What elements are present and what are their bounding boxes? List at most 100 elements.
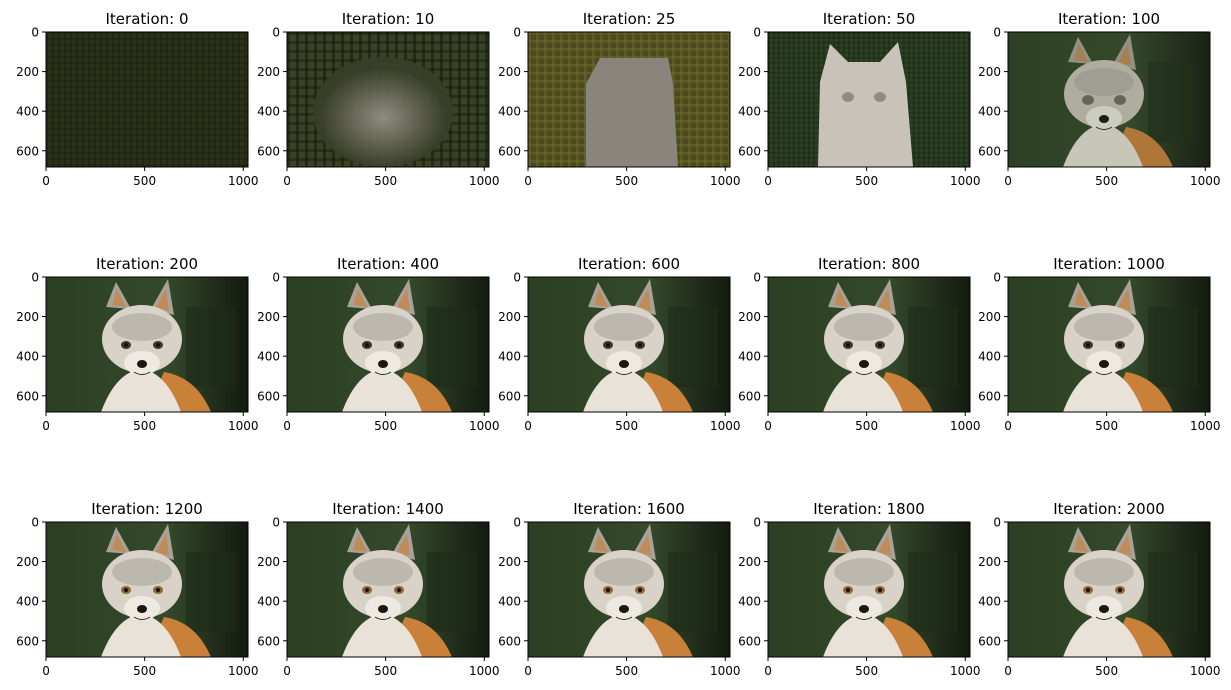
y-tick-label: 600 [978, 634, 1001, 648]
panel-title: Iteration: 1200 [91, 500, 203, 518]
y-tick-label: 400 [498, 105, 521, 119]
y-tick-label: 200 [16, 555, 39, 569]
x-tick-label: 0 [283, 664, 291, 678]
axes-frame [286, 521, 490, 658]
y-tick-label: 400 [16, 105, 39, 119]
panel-image [1008, 32, 1210, 167]
panel: Iteration: 1200 0 200 400 600 0 500 1000 [16, 500, 258, 678]
y-tick-label: 200 [498, 310, 521, 324]
x-tick-label: 0 [1004, 174, 1012, 188]
panel-image [287, 277, 489, 412]
panel: Iteration: 1400 0 200 400 600 0 500 1000 [257, 500, 499, 678]
x-tick-label: 0 [764, 174, 772, 188]
y-tick-label: 0 [272, 516, 280, 530]
y-tick-label: 600 [16, 144, 39, 158]
y-tick-label: 400 [978, 350, 1001, 364]
x-tick-label: 0 [42, 664, 50, 678]
x-tick-label: 1000 [950, 664, 981, 678]
x-tick-label: 0 [42, 174, 50, 188]
y-tick-label: 400 [16, 350, 39, 364]
y-tick-label: 600 [498, 634, 521, 648]
panel: Iteration: 0 0 200 400 600 0 500 1000 [16, 10, 258, 188]
panel: Iteration: 400 0 200 400 600 0 500 1000 [257, 255, 499, 433]
panel-title: Iteration: 1000 [1053, 255, 1165, 273]
x-tick-label: 1000 [228, 419, 259, 433]
x-tick-label: 1000 [710, 419, 741, 433]
y-tick-label: 200 [738, 65, 761, 79]
y-tick-label: 0 [31, 26, 39, 40]
y-tick-label: 200 [978, 310, 1001, 324]
x-tick-label: 0 [764, 664, 772, 678]
y-tick-label: 0 [993, 271, 1001, 285]
x-tick-label: 500 [133, 664, 156, 678]
x-tick-label: 500 [374, 664, 397, 678]
x-tick-label: 1000 [469, 664, 500, 678]
panel: Iteration: 2000 0 200 400 600 0 500 1000 [978, 500, 1220, 678]
panel-image [46, 277, 248, 412]
x-tick-label: 500 [615, 419, 638, 433]
axes-frame [1007, 31, 1211, 168]
y-tick-label: 600 [257, 389, 280, 403]
y-tick-label: 400 [978, 105, 1001, 119]
x-tick-label: 500 [855, 419, 878, 433]
panel: Iteration: 50 0 200 400 600 0 500 1000 [738, 10, 980, 188]
y-tick-label: 0 [753, 516, 761, 530]
y-tick-label: 600 [498, 144, 521, 158]
x-tick-label: 500 [615, 174, 638, 188]
panel: Iteration: 1600 0 200 400 600 0 500 1000 [498, 500, 740, 678]
axes-frame [767, 31, 971, 168]
y-tick-label: 400 [738, 595, 761, 609]
y-tick-label: 600 [498, 389, 521, 403]
y-tick-label: 400 [978, 595, 1001, 609]
panel: Iteration: 25 0 200 400 600 0 500 1000 [498, 10, 740, 188]
panel-title: Iteration: 1600 [573, 500, 685, 518]
x-tick-label: 500 [133, 174, 156, 188]
y-tick-label: 200 [16, 65, 39, 79]
panel-image [528, 277, 730, 412]
y-tick-label: 400 [738, 105, 761, 119]
panel-title: Iteration: 2000 [1053, 500, 1165, 518]
panel-title: Iteration: 50 [823, 10, 916, 28]
x-tick-label: 0 [42, 419, 50, 433]
panel-image [287, 32, 489, 167]
panel: Iteration: 800 0 200 400 600 0 500 1000 [738, 255, 980, 433]
panel-image [768, 277, 970, 412]
y-tick-label: 400 [498, 595, 521, 609]
y-tick-label: 200 [738, 310, 761, 324]
x-tick-label: 0 [524, 664, 532, 678]
panel-image [46, 32, 248, 167]
y-tick-label: 0 [272, 271, 280, 285]
y-tick-label: 0 [513, 271, 521, 285]
x-tick-label: 500 [855, 174, 878, 188]
panel: Iteration: 1000 0 200 400 600 0 500 1000 [978, 255, 1220, 433]
panel-title: Iteration: 25 [583, 10, 676, 28]
panel-image [1008, 522, 1210, 657]
axes-frame [527, 521, 731, 658]
x-tick-label: 0 [283, 174, 291, 188]
axes-frame [767, 276, 971, 413]
panel-image [768, 32, 970, 167]
y-tick-label: 200 [738, 555, 761, 569]
y-tick-label: 200 [257, 65, 280, 79]
y-tick-label: 600 [738, 144, 761, 158]
y-tick-label: 400 [16, 595, 39, 609]
y-tick-label: 200 [978, 65, 1001, 79]
panel-title: Iteration: 10 [342, 10, 435, 28]
x-tick-label: 500 [374, 174, 397, 188]
x-tick-label: 1000 [1190, 664, 1221, 678]
x-tick-label: 500 [1095, 664, 1118, 678]
panel: Iteration: 600 0 200 400 600 0 500 1000 [498, 255, 740, 433]
y-tick-label: 200 [498, 65, 521, 79]
axes-frame [45, 31, 249, 168]
panel-image [1008, 277, 1210, 412]
axes-frame [767, 521, 971, 658]
x-tick-label: 500 [133, 419, 156, 433]
x-tick-label: 0 [283, 419, 291, 433]
y-tick-label: 400 [257, 595, 280, 609]
y-tick-label: 0 [31, 271, 39, 285]
y-tick-label: 400 [738, 350, 761, 364]
panel: Iteration: 1800 0 200 400 600 0 500 1000 [738, 500, 980, 678]
y-tick-label: 0 [513, 26, 521, 40]
